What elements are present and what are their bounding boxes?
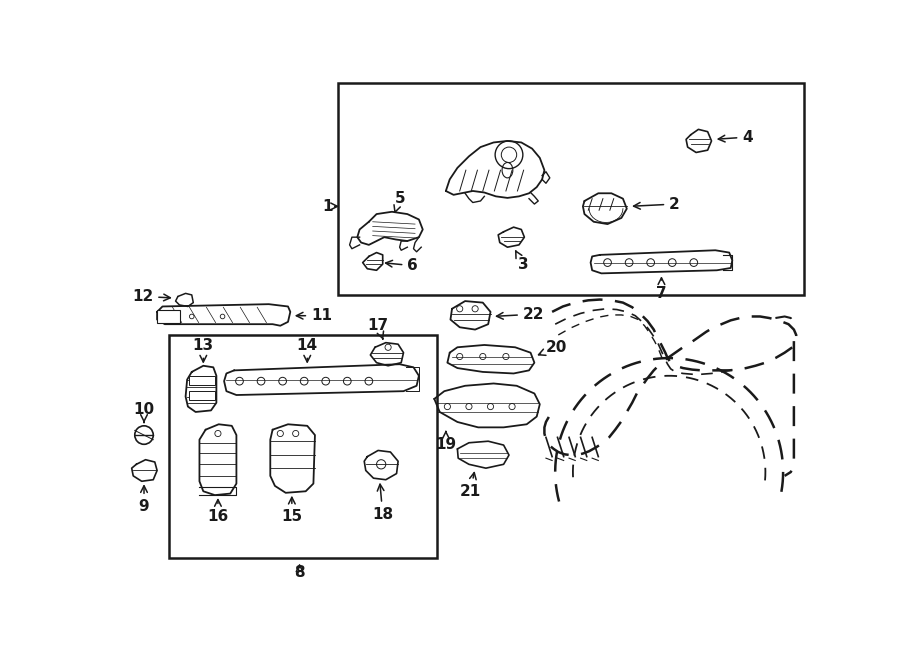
Bar [168, 335, 436, 559]
Text: 6: 6 [385, 258, 418, 273]
Bar [338, 83, 804, 295]
Text: 22: 22 [497, 307, 544, 322]
Text: 18: 18 [372, 485, 393, 522]
Text: 9: 9 [139, 486, 149, 514]
Text: 14: 14 [297, 338, 318, 362]
Text: 11: 11 [296, 308, 332, 323]
Text: 19: 19 [436, 432, 456, 452]
Text: 15: 15 [282, 497, 302, 524]
Text: 10: 10 [133, 402, 155, 422]
Text: 17: 17 [367, 319, 389, 339]
Text: 1: 1 [322, 199, 333, 214]
Text: 5: 5 [394, 191, 405, 212]
Text: 2: 2 [634, 196, 680, 212]
Text: 13: 13 [193, 338, 214, 362]
Text: 4: 4 [718, 130, 753, 145]
Text: 8: 8 [294, 564, 305, 580]
Text: 3: 3 [516, 251, 528, 272]
Bar [189, 375, 215, 385]
Text: 7: 7 [656, 278, 667, 301]
Text: 21: 21 [460, 473, 482, 498]
Bar [158, 310, 180, 323]
Text: 20: 20 [538, 340, 567, 356]
Text: 12: 12 [132, 289, 170, 304]
Bar [189, 391, 215, 401]
Text: 16: 16 [207, 500, 229, 524]
